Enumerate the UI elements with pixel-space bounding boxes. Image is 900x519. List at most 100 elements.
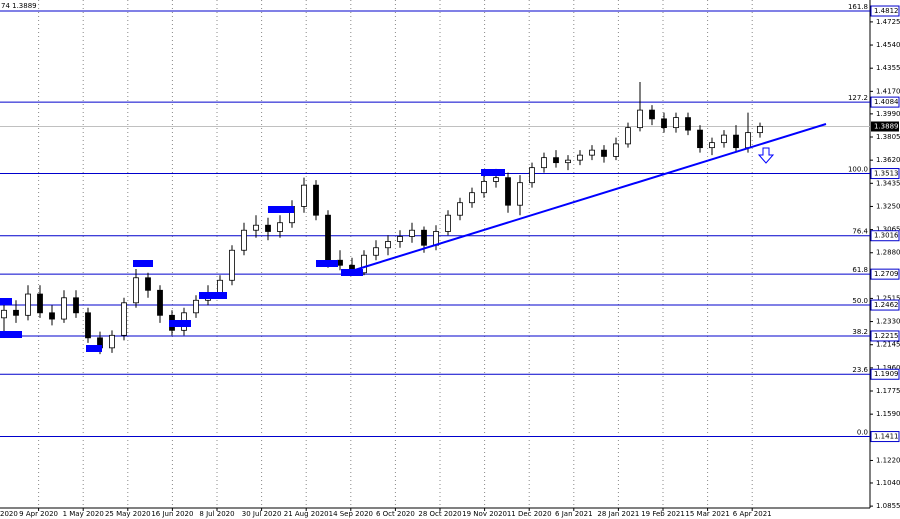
candle-body: [553, 157, 559, 164]
candle-body: [505, 177, 511, 206]
fib-price-box: [870, 230, 900, 242]
candle-body: [361, 254, 367, 274]
fib-price-label: 1.3016: [874, 232, 899, 240]
fib-level-name: 100.0: [848, 166, 868, 174]
candle-body: [673, 117, 679, 129]
swing-marker: [481, 169, 505, 176]
fib-level-name: 0.0: [857, 429, 868, 437]
x-tick-label: 14 Sep 2020: [329, 510, 373, 518]
x-tick-label: 19 Feb 2021: [641, 510, 685, 518]
candle-body: [61, 297, 67, 320]
candle-body: [649, 109, 655, 120]
y-tick-label: 1.4355: [876, 64, 900, 72]
swing-marker: [0, 331, 22, 338]
down-arrow: [757, 147, 775, 164]
x-tick-label: 30 Jul 2020: [242, 510, 282, 518]
candle-body: [517, 182, 523, 206]
candle-body: [589, 149, 595, 156]
candle-body: [193, 299, 199, 314]
candle-body: [145, 277, 151, 291]
x-tick-label: 28 Oct 2020: [418, 510, 461, 518]
annotations: [0, 169, 505, 352]
fib-level-name: 38.2: [852, 328, 868, 336]
fib-price-label: 1.3513: [874, 170, 899, 178]
candle-body: [85, 312, 91, 339]
candle-body: [637, 109, 643, 129]
x-tick-label: 1 May 2020: [63, 510, 104, 518]
fib-level-name: 76.4: [852, 228, 868, 236]
x-tick-label: 16 Jun 2020: [151, 510, 193, 518]
y-tick-label: 1.3435: [876, 179, 900, 187]
swing-marker: [0, 298, 12, 305]
candle-body: [313, 184, 319, 216]
y-tick-label: 1.2330: [876, 318, 900, 326]
candle-body: [157, 289, 163, 316]
candle-body: [445, 214, 451, 232]
fib-price-box: [870, 330, 900, 342]
candle-body: [133, 277, 139, 304]
y-tick-label: 1.3250: [876, 202, 900, 210]
candle-body: [13, 309, 19, 316]
candle-body: [661, 118, 667, 129]
candle-body: [697, 129, 703, 149]
candle-body: [73, 297, 79, 314]
candle-body: [121, 302, 127, 336]
y-tick-label: 1.1220: [876, 456, 900, 464]
candle-body: [217, 279, 223, 294]
candle-body: [241, 229, 247, 251]
swing-marker: [199, 292, 227, 299]
grid: [38, 0, 753, 508]
candle-body: [373, 247, 379, 256]
swing-marker: [133, 260, 153, 267]
header-text: 74 1.3889: [1, 2, 37, 10]
candle-body: [625, 127, 631, 145]
candle-body: [757, 125, 763, 134]
fib-level-name: 61.8: [852, 266, 868, 274]
fib-level-name: 127.2: [848, 94, 868, 102]
x-tick-label: 15 Mar 2021: [685, 510, 729, 518]
candle-body: [397, 236, 403, 242]
y-tick-label: 1.1040: [876, 479, 900, 487]
candle-body: [229, 249, 235, 281]
x-tick-label: 2020: [0, 510, 18, 518]
candle-body: [253, 224, 259, 231]
fib-price-label: 1.4084: [874, 98, 899, 106]
x-tick-label: 9 Apr 2020: [19, 510, 58, 518]
y-tick-label: 1.1960: [876, 364, 900, 372]
y-tick-label: 1.3990: [876, 110, 900, 118]
candle-body: [469, 192, 475, 204]
candle-body: [433, 231, 439, 246]
y-tick-label: 1.3065: [876, 226, 900, 234]
candle-body: [529, 167, 535, 184]
price-labels: 2020 9 Apr 2020 1 May 2020 25 May 2020 16 Ju…: [0, 5, 900, 518]
trend-line: [344, 123, 827, 274]
x-tick-label: 8 Jul 2020: [199, 510, 234, 518]
fib-price-label: 1.2462: [874, 301, 899, 309]
x-tick-label: 19 Nov 2020: [462, 510, 507, 518]
x-tick-label: 6 Oct 2020: [376, 510, 415, 518]
last-price-box: [871, 121, 899, 132]
fib-level-name: 23.6: [852, 366, 868, 374]
candle-body: [565, 159, 571, 164]
candle-body: [601, 149, 607, 157]
candle-body: [481, 181, 487, 194]
x-tick-label: 6 Apr 2021: [733, 510, 772, 518]
fib-price-box: [870, 268, 900, 280]
candle-body: [409, 229, 415, 237]
candle-body: [325, 214, 331, 261]
swing-marker: [169, 320, 191, 327]
y-tick-label: 1.4540: [876, 41, 900, 49]
fib-price-label: 1.4812: [874, 7, 899, 15]
fib-price-box: [870, 168, 900, 180]
y-tick-label: 1.3620: [876, 156, 900, 164]
candle-body: [709, 142, 715, 149]
candle-body: [733, 134, 739, 149]
candle-body: [385, 241, 391, 249]
fib-price-label: 1.2215: [874, 332, 899, 340]
y-tick-label: 1.1775: [876, 387, 900, 395]
x-tick-label: 28 Jan 2021: [597, 510, 639, 518]
candle-body: [745, 132, 751, 149]
candle-body: [25, 293, 31, 316]
candle-body: [301, 184, 307, 207]
y-tick-label: 1.1590: [876, 410, 900, 418]
